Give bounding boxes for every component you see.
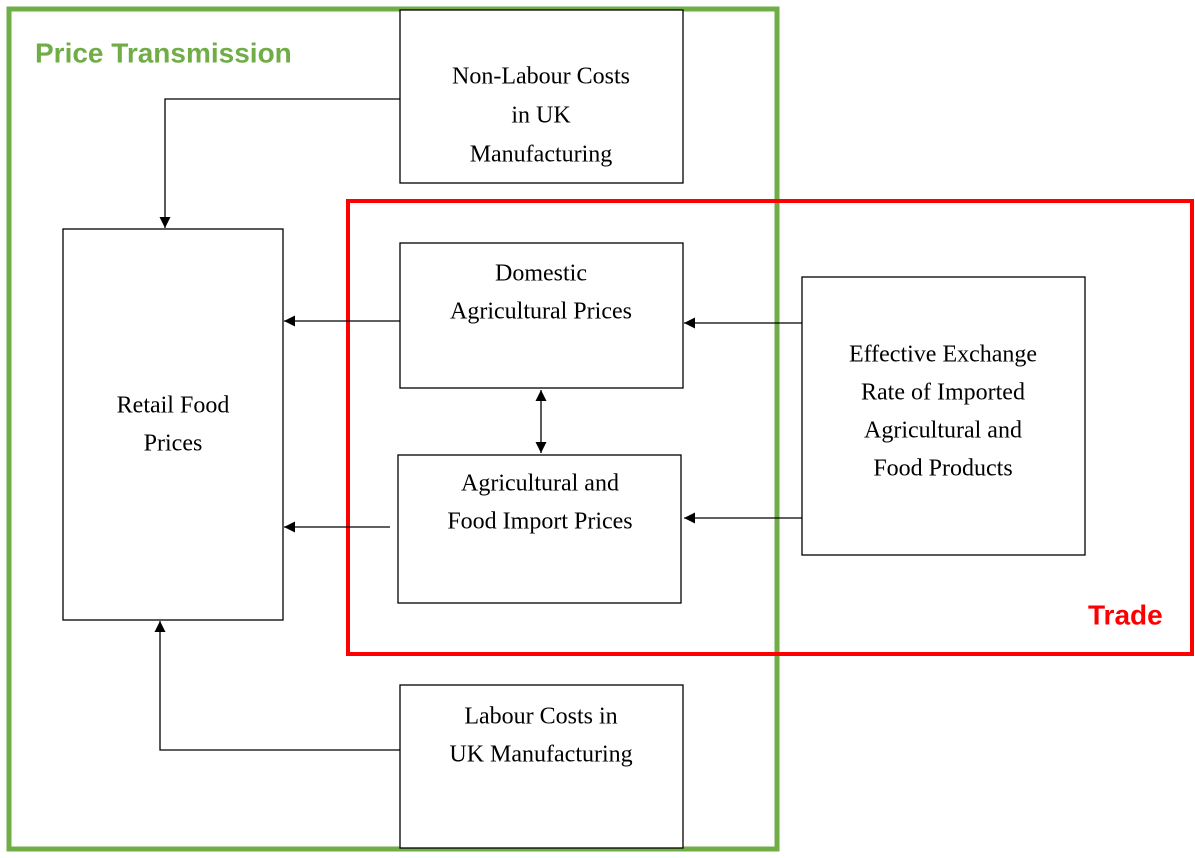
node-label: Agricultural and xyxy=(864,418,1022,444)
price-transmission-frame xyxy=(6,6,780,852)
node-box xyxy=(399,9,684,184)
arrow xyxy=(154,621,400,751)
node-label: Domestic xyxy=(495,261,587,287)
node-box xyxy=(801,276,1086,556)
node-label: Non-Labour Costs xyxy=(452,64,630,90)
node-label: in UK xyxy=(511,103,571,129)
node-label: Retail Food xyxy=(117,393,230,419)
node-label: Agricultural and xyxy=(461,471,619,497)
arrow xyxy=(159,98,400,228)
node-label: Food Products xyxy=(873,456,1012,482)
group-label: Price Transmission xyxy=(35,37,292,68)
node-label: Food Import Prices xyxy=(447,509,632,535)
node-label: Agricultural Prices xyxy=(450,299,632,325)
node-label: Rate of Imported xyxy=(861,380,1025,406)
node-label: Effective Exchange xyxy=(849,342,1037,368)
group-label: Trade xyxy=(1088,599,1163,630)
node-label: UK Manufacturing xyxy=(449,742,632,768)
node-box xyxy=(399,684,684,849)
node-box xyxy=(62,228,284,621)
trade-frame xyxy=(346,199,1194,656)
node-box xyxy=(399,242,684,389)
node-label: Prices xyxy=(144,431,203,457)
node-label: Manufacturing xyxy=(470,142,613,168)
node-label: Labour Costs in xyxy=(464,704,617,730)
node-box xyxy=(397,454,682,604)
